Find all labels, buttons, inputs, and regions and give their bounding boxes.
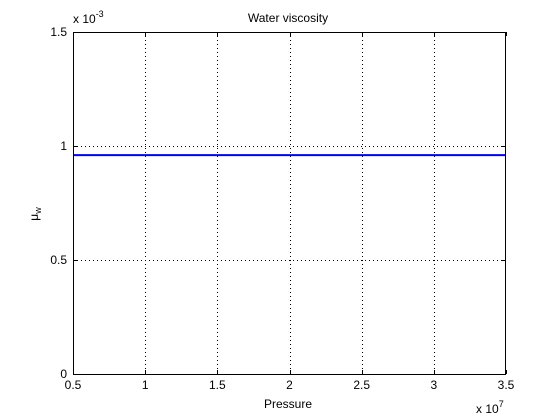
x-axis-multiplier: x 107 — [476, 399, 504, 416]
tick-marks — [73, 32, 507, 375]
y-tick-label: 0 — [60, 367, 67, 381]
plot-area — [73, 32, 506, 374]
y-axis-label: μw — [27, 207, 43, 221]
x-tick-label: 2.5 — [353, 378, 370, 392]
x-tick-label: 1.5 — [209, 378, 226, 392]
y-axis-multiplier: x 10-3 — [73, 9, 104, 26]
plot-frame — [73, 32, 506, 375]
x-tick-label: 2 — [286, 378, 293, 392]
y-tick-label: 0.5 — [50, 253, 67, 267]
grid — [73, 32, 506, 374]
chart-title: Water viscosity — [248, 11, 328, 25]
x-axis-label: Pressure — [264, 397, 312, 411]
x-tick-labels: 0.5 1 1.5 2 2.5 3 3.5 — [65, 378, 515, 392]
y-tick-label: 1.5 — [50, 25, 67, 39]
y-tick-label: 1 — [60, 139, 67, 153]
x-tick-label: 3.5 — [498, 378, 515, 392]
x-tick-label: 0.5 — [65, 378, 82, 392]
x-tick-label: 1 — [142, 378, 149, 392]
x-tick-label: 3 — [430, 378, 437, 392]
y-tick-labels: 0 0.5 1 1.5 — [50, 25, 67, 381]
